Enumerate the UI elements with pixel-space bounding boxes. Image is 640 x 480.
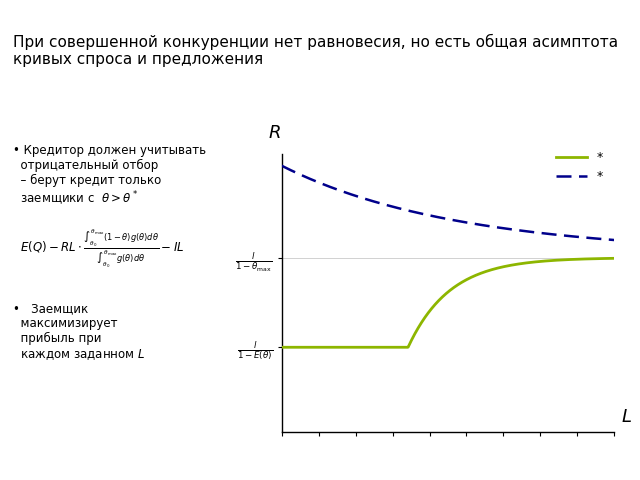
Text: R: R bbox=[269, 124, 281, 143]
Legend: *, *: *, * bbox=[550, 146, 608, 188]
Text: При совершенной конкуренции нет равновесия, но есть общая асимптота кривых спрос: При совершенной конкуренции нет равновес… bbox=[13, 34, 618, 67]
Text: L: L bbox=[621, 408, 631, 426]
Text: • Кредитор должен учитывать
  отрицательный отбор
  – берут кредит только
  заем: • Кредитор должен учитывать отрицательны… bbox=[13, 144, 206, 362]
